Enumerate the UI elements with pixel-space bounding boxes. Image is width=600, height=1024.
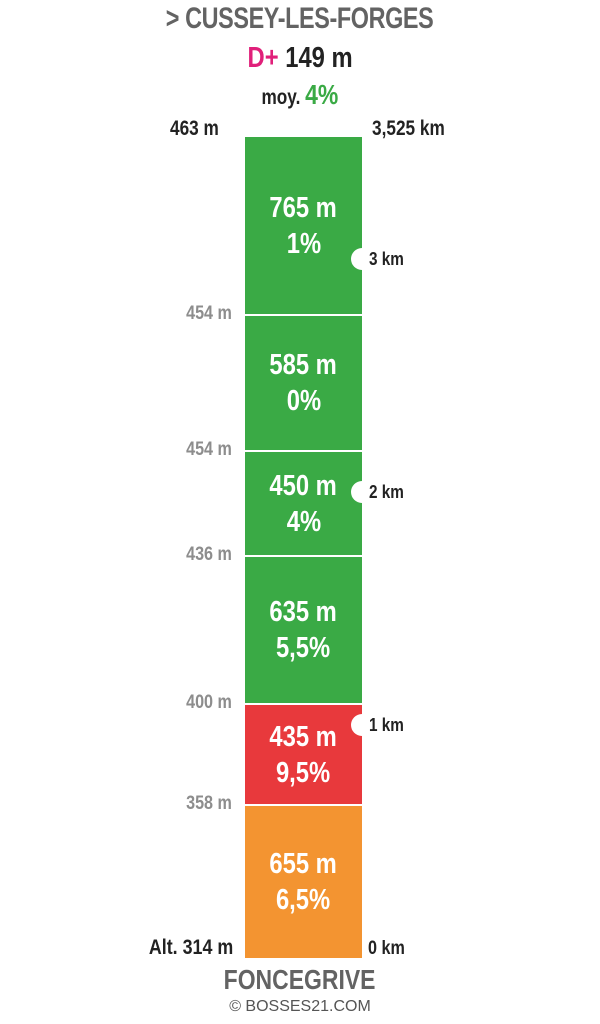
average-grade-label: moy. [261,86,301,109]
altitude-label: 454 m [186,439,232,461]
segment-length-label: 585 m [269,349,338,382]
average-grade-value: 4% [305,79,339,110]
segment-1: 655 m 6,5% [245,805,362,958]
altitude-label: 358 m [186,793,232,815]
km-marker-label: 1 km [369,715,404,736]
km-marker-label: 3 km [369,249,404,270]
segment-length-label: 635 m [269,596,338,629]
segment-grade-label: 4% [286,505,321,538]
segment-divider [245,450,362,453]
segment-divider [245,804,362,807]
segment-divider [245,555,362,558]
altitude-label: 436 m [186,544,232,566]
segment-divider [245,703,362,706]
segment-length-label: 450 m [269,469,338,502]
elevation-gain-value: 149 m [285,42,353,74]
km-marker-notch [351,481,373,504]
altitude-label: 400 m [186,692,232,714]
segment-3: 635 m 5,5% [245,556,362,705]
segment-length-label: 655 m [269,847,338,880]
km-marker-notch [351,714,373,737]
elevation-gain-label: D+ [247,42,279,74]
segment-5: 585 m 0% [245,315,362,452]
segment-divider [245,314,362,317]
km-marker-notch [351,248,373,271]
segment-grade-label: 9,5% [276,756,331,789]
average-grade: moy. 4% [0,79,600,111]
segment-2: 435 m 9,5% [245,704,362,806]
segment-grade-label: 5,5% [276,632,331,665]
summit-altitude: 463 m [170,117,219,140]
segment-length-label: 435 m [269,720,338,753]
segment-grade-label: 0% [286,385,321,418]
segment-6: 765 m 1% [245,137,362,316]
copyright-notice: © BOSSES21.COM [229,998,371,1015]
segment-grade-label: 6,5% [276,883,331,916]
elevation-gain: D+ 149 m [0,42,600,75]
segment-4: 450 m 4% [245,451,362,557]
total-distance: 3,525 km [372,117,445,140]
altitude-label: 454 m [186,303,232,325]
start-location: FONCEGRIVE [224,964,376,995]
segment-length-label: 765 m [269,192,338,225]
base-altitude: Alt. 314 m [148,936,233,959]
climb-title: > CUSSEY-LES-FORGES [166,2,434,35]
base-distance: 0 km [368,938,405,959]
km-marker-label: 2 km [369,482,404,503]
segment-grade-label: 1% [286,228,321,261]
